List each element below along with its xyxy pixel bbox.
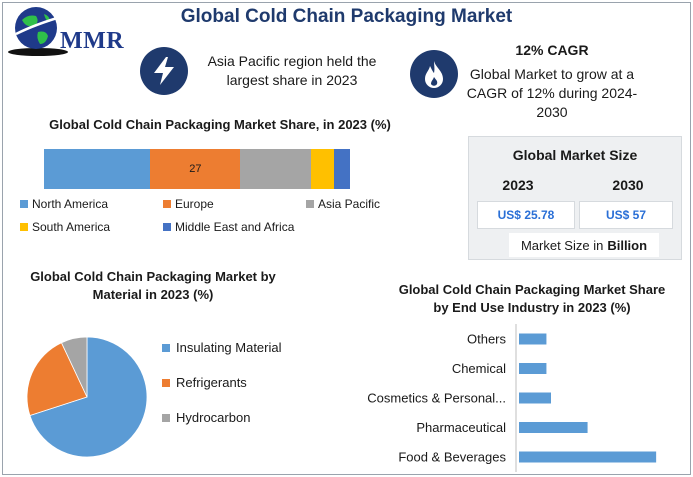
unit-note-prefix: Market Size in <box>520 237 604 253</box>
legend-label: Refrigerants <box>176 375 247 390</box>
bar-segment-asia-pacific <box>240 149 312 189</box>
bar-cosmetics-personal <box>519 392 551 404</box>
pie-slice-insulating-material <box>29 336 148 458</box>
legend-swatch <box>20 223 28 231</box>
pie-slice-refrigerants <box>26 342 88 417</box>
highlight-cagr-text: Global Market to grow at a CAGR of 12% d… <box>466 66 638 120</box>
bar-segment-label: 27 <box>189 163 202 175</box>
market-size-unit-note: Market Size in Billion <box>509 233 659 257</box>
material-share-pie <box>26 336 148 458</box>
legend-swatch <box>163 223 171 231</box>
legend-item-insulating-material: Insulating Material <box>162 340 282 355</box>
flame-icon <box>410 50 458 98</box>
page-title: Global Cold Chain Packaging Market <box>180 6 513 27</box>
category-label-chemical: Chemical <box>452 361 506 376</box>
year-2023-label: 2023 <box>502 177 534 193</box>
market-size-title: Global Market Size <box>512 147 638 163</box>
market-size-card: Global Market Size 2023 2030 US$ 25.78 U… <box>468 136 682 260</box>
legend-swatch <box>306 200 314 208</box>
legend-label: Middle East and Africa <box>175 220 295 234</box>
category-label-food-beverages: Food & Beverages <box>398 450 506 465</box>
legend-swatch <box>162 343 170 352</box>
bar-chemical <box>519 363 547 374</box>
end-use-share-title: Global Cold Chain Packaging Market Share… <box>398 282 666 315</box>
bar-pharmaceutical <box>519 422 588 433</box>
bar-others <box>519 333 547 345</box>
material-share-title: Global Cold Chain Packaging Market by Ma… <box>30 269 276 302</box>
unit-note-unit: Billion <box>607 237 648 253</box>
globe-icon <box>8 7 68 56</box>
year-2030-label: 2030 <box>612 177 644 193</box>
market-size-2030-value: US$ 57 <box>579 201 673 229</box>
legend-label: Insulating Material <box>176 340 282 355</box>
legend-label: Asia Pacific <box>318 197 381 211</box>
bar-segment-middle-east-and-africa <box>333 149 350 189</box>
bar-food-beverages <box>519 451 657 463</box>
category-label-cosmetics-personal: Cosmetics & Personal... <box>367 391 506 406</box>
market-size-2023-value: US$ 25.78 <box>477 201 575 229</box>
legend-label: South America <box>32 220 111 234</box>
legend-label: Europe <box>175 197 214 211</box>
legend-label: Hydrocarbon <box>176 410 251 425</box>
category-label-pharmaceutical: Pharmaceutical <box>416 420 506 435</box>
lightning-icon <box>140 47 188 95</box>
legend-item-hydrocarbon: Hydrocarbon <box>162 410 250 425</box>
legend-swatch <box>162 413 170 422</box>
regional-share-title: Global Cold Chain Packaging Market Share… <box>49 117 391 132</box>
highlight-region-text: Asia Pacific region held the largest sha… <box>207 53 377 88</box>
brand-logo: MMR <box>8 4 138 56</box>
brand-name: MMR <box>60 28 125 54</box>
legend-item-refrigerants: Refrigerants <box>162 375 247 390</box>
regional-share-stacked-bar: 27 <box>44 149 350 189</box>
legend-item-europe: Europe <box>163 197 214 211</box>
cagr-heading: 12% CAGR <box>515 42 589 58</box>
end-use-share-bar-chart: Others Chemical Cosmetics & Personal... Pha… <box>367 324 657 472</box>
legend-swatch <box>163 200 171 208</box>
legend-label: North America <box>32 197 109 211</box>
legend-item-asia-pacific: Asia Pacific <box>306 197 380 211</box>
bar-segment-europe: 27 <box>150 149 241 189</box>
legend-swatch <box>20 200 28 208</box>
category-label-others: Others <box>467 332 507 347</box>
bar-segment-north-america <box>44 149 151 189</box>
bar-segment-south-america <box>311 149 334 189</box>
pie-slice-hydrocarbon <box>60 336 88 398</box>
legend-item-north-america: North America <box>20 197 108 211</box>
legend-item-south-america: South America <box>20 220 110 234</box>
legend-item-middle-east-and-africa: Middle East and Africa <box>163 220 294 234</box>
legend-swatch <box>162 378 170 387</box>
